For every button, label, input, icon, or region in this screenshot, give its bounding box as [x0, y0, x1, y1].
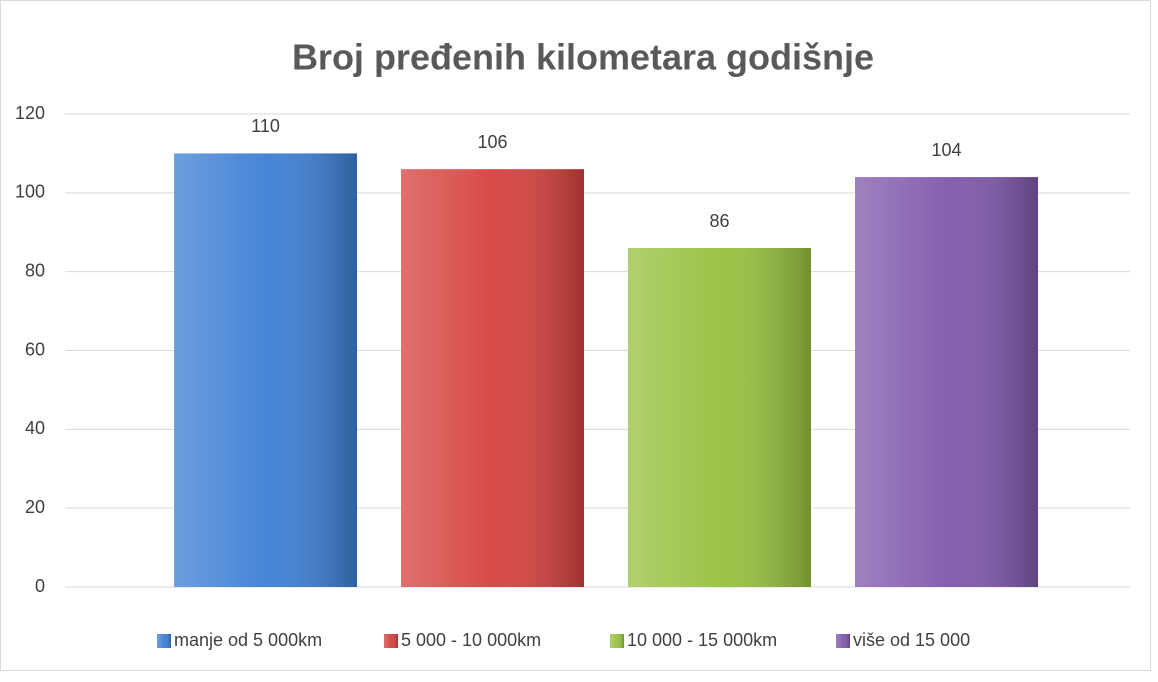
legend-label: 10 000 - 15 000km [627, 630, 777, 650]
y-tick-label: 60 [25, 339, 45, 359]
legend-swatch-shading [157, 634, 171, 648]
bar [174, 153, 357, 587]
data-label: 104 [931, 140, 961, 160]
y-tick-label: 100 [15, 182, 45, 202]
bar [401, 169, 584, 587]
chart-title: Broj pređenih kilometara godišnje [292, 37, 874, 78]
data-label: 86 [709, 211, 729, 231]
legend-label: manje od 5 000km [174, 630, 322, 650]
y-tick-label: 40 [25, 418, 45, 438]
data-label: 106 [477, 132, 507, 152]
y-tick-label: 20 [25, 497, 45, 517]
y-tick-label: 0 [35, 576, 45, 596]
legend-swatch-shading [384, 634, 398, 648]
bar [855, 177, 1038, 588]
legend-label: 5 000 - 10 000km [401, 630, 541, 650]
y-tick-label: 80 [25, 260, 45, 280]
y-tick-label: 120 [15, 103, 45, 123]
legend-swatch-shading [836, 634, 850, 648]
legend-swatch-shading [610, 634, 624, 648]
data-label: 110 [251, 116, 280, 136]
bar [628, 248, 811, 587]
legend-label: više od 15 000 [853, 630, 970, 650]
